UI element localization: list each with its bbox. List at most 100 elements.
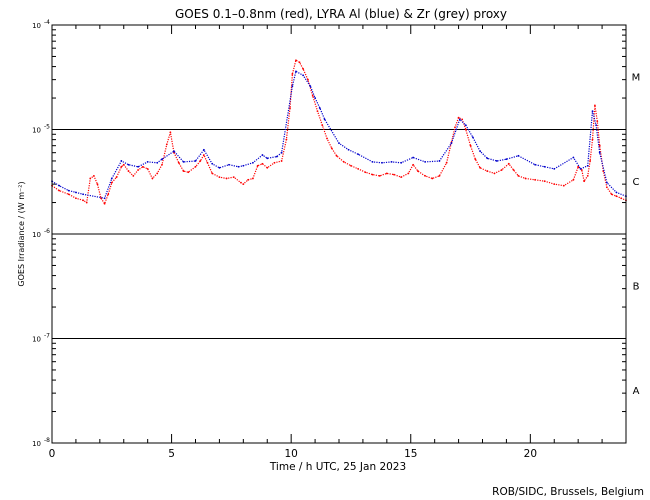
data-point [194, 165, 197, 168]
data-point [457, 116, 460, 119]
data-point [505, 158, 508, 161]
data-point [479, 150, 482, 153]
data-point [298, 61, 301, 64]
data-point [464, 128, 467, 131]
data-point [96, 183, 99, 186]
data-point [458, 118, 461, 121]
data-point [280, 151, 283, 154]
data-point [517, 154, 520, 157]
data-point [486, 170, 489, 172]
data-point [151, 177, 154, 180]
data-point [202, 154, 205, 156]
data-point [596, 120, 599, 123]
data-point [75, 191, 77, 194]
data-point [187, 171, 190, 174]
data-point [534, 163, 537, 166]
data-point [58, 189, 61, 192]
data-point [211, 162, 214, 165]
data-point [247, 178, 250, 181]
flare-class-labels: A B C M [632, 73, 641, 397]
flare-class-lines [52, 129, 626, 339]
data-point [146, 160, 149, 163]
y-tick-exponent: -6 [44, 228, 50, 235]
data-point [479, 166, 482, 169]
data-point [595, 124, 598, 127]
data-point [412, 163, 415, 166]
data-point [127, 170, 130, 172]
data-point [289, 107, 291, 110]
data-point [543, 180, 546, 183]
data-point [218, 166, 221, 169]
y-tick-exponent: -8 [44, 437, 50, 444]
x-tick-label: 20 [524, 448, 537, 460]
x-tick-label: 5 [168, 448, 175, 460]
data-point [92, 174, 95, 177]
data-point [261, 162, 264, 165]
data-point [350, 164, 352, 167]
data-point [169, 131, 172, 134]
data-series [51, 59, 627, 206]
data-point [615, 195, 618, 198]
data-point [211, 172, 214, 175]
data-point [177, 161, 180, 164]
data-point [620, 197, 623, 200]
data-point [507, 162, 510, 165]
data-point [161, 163, 163, 166]
data-point [256, 164, 259, 167]
data-point [445, 161, 448, 164]
data-point [194, 160, 197, 162]
series-lyra-al [51, 70, 627, 200]
data-point [242, 164, 245, 167]
y-tick-label: 10 [32, 336, 41, 344]
data-point [82, 199, 84, 202]
data-point [252, 161, 254, 164]
data-point [120, 160, 123, 162]
data-point [594, 104, 596, 107]
data-point [598, 151, 601, 154]
data-point [173, 150, 175, 153]
data-point [314, 97, 316, 99]
data-point [461, 118, 464, 121]
data-point [412, 156, 415, 159]
data-point [553, 183, 556, 186]
data-point [357, 167, 360, 170]
data-point [424, 160, 426, 163]
data-point [553, 167, 556, 170]
x-tick-label: 15 [404, 448, 417, 460]
data-point [261, 154, 264, 156]
data-point [605, 186, 608, 189]
data-point [103, 197, 106, 200]
data-point [182, 160, 185, 163]
data-point [330, 147, 333, 150]
data-point [591, 138, 594, 141]
data-point [371, 173, 374, 176]
data-point [500, 169, 503, 171]
data-point [182, 170, 185, 172]
series-goes-0-1-0-8nm [51, 59, 627, 206]
data-point [438, 174, 441, 177]
data-point [543, 165, 546, 168]
data-point [206, 161, 209, 164]
data-point [572, 178, 575, 181]
series-line [51, 59, 627, 206]
data-point [464, 124, 467, 127]
data-point [232, 176, 235, 179]
data-point [577, 165, 580, 168]
data-point [110, 177, 113, 180]
data-point [342, 160, 345, 163]
data-point [311, 94, 314, 97]
data-point [472, 136, 474, 139]
data-point [127, 163, 130, 166]
data-point [385, 172, 388, 175]
y-tick-label: 10 [32, 22, 41, 30]
data-point [583, 180, 586, 183]
data-point [302, 68, 305, 70]
data-point [424, 174, 426, 177]
data-point [610, 193, 613, 196]
data-point [589, 160, 592, 162]
credit-text: ROB/SIDC, Brussels, Belgium [492, 486, 644, 498]
data-point [438, 160, 441, 162]
y-axis-ticks: 10-810-710-610-510-4 [32, 19, 626, 448]
data-point [407, 172, 410, 175]
